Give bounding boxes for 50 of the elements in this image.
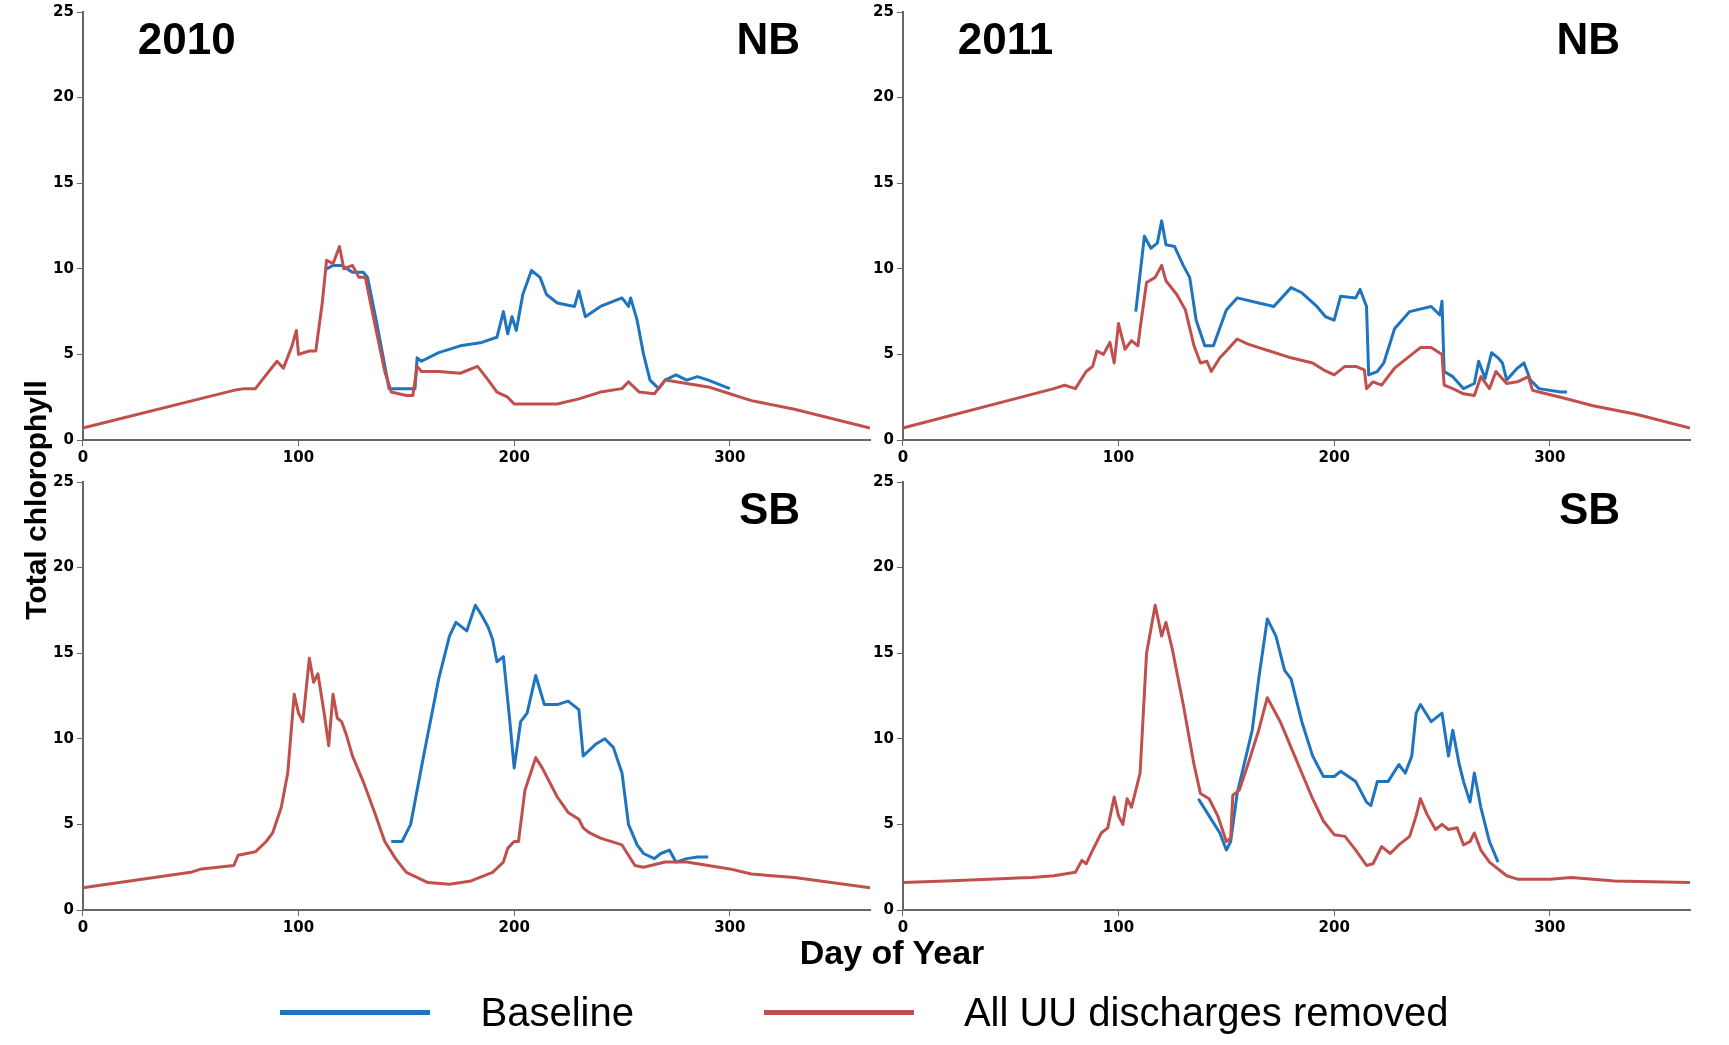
- annotation: 2011: [957, 14, 1054, 64]
- x-tick-label: 100: [282, 447, 315, 466]
- y-tick-label: 0: [63, 429, 74, 448]
- y-tick-label: 10: [53, 258, 74, 277]
- y-tick-label: 25: [53, 1, 74, 20]
- x-tick-label: 300: [714, 917, 746, 936]
- y-tick-label: 15: [53, 173, 74, 192]
- legend-label: All UU discharges removed: [963, 990, 1449, 1035]
- y-tick-label: 5: [63, 814, 74, 833]
- annotation: NB: [736, 14, 800, 64]
- y-tick-label: 10: [873, 728, 894, 747]
- annotation: NB: [1556, 14, 1620, 64]
- x-axis-title: Day of Year: [799, 933, 985, 972]
- y-tick-label: 25: [53, 471, 74, 490]
- x-tick-label: 0: [897, 447, 909, 466]
- annotation: SB: [1558, 484, 1620, 534]
- y-tick-label: 0: [63, 899, 74, 918]
- x-tick-label: 100: [282, 917, 315, 936]
- y-tick-label: 25: [873, 1, 894, 20]
- annotation: SB: [738, 484, 800, 534]
- y-tick-label: 10: [53, 728, 74, 747]
- y-tick-label: 10: [873, 258, 894, 277]
- y-tick-label: 5: [63, 344, 74, 363]
- x-tick-label: 200: [1318, 917, 1350, 936]
- y-axis-title: Total chlorophyll: [19, 380, 53, 620]
- y-tick-label: 15: [873, 643, 894, 662]
- x-tick-label: 200: [1318, 447, 1350, 466]
- x-tick-label: 200: [498, 917, 530, 936]
- x-tick-label: 300: [1534, 917, 1566, 936]
- x-tick-label: 0: [897, 917, 909, 936]
- y-tick-label: 0: [883, 429, 894, 448]
- x-tick-label: 100: [1102, 447, 1135, 466]
- y-tick-label: 20: [53, 87, 74, 106]
- x-tick-label: 100: [1102, 917, 1135, 936]
- x-tick-label: 0: [77, 447, 89, 466]
- y-tick-label: 5: [883, 344, 894, 363]
- y-tick-label: 0: [883, 899, 894, 918]
- x-tick-label: 300: [714, 447, 746, 466]
- x-tick-label: 200: [498, 447, 530, 466]
- x-tick-label: 300: [1534, 447, 1566, 466]
- y-tick-label: 25: [873, 471, 894, 490]
- y-tick-label: 20: [873, 87, 894, 106]
- y-tick-label: 15: [53, 643, 74, 662]
- y-tick-label: 20: [53, 557, 74, 576]
- x-tick-label: 0: [77, 917, 89, 936]
- annotation: 2010: [137, 14, 236, 64]
- y-tick-label: 15: [873, 173, 894, 192]
- legend-label: Baseline: [480, 990, 634, 1035]
- y-tick-label: 5: [883, 814, 894, 833]
- y-tick-label: 20: [873, 557, 894, 576]
